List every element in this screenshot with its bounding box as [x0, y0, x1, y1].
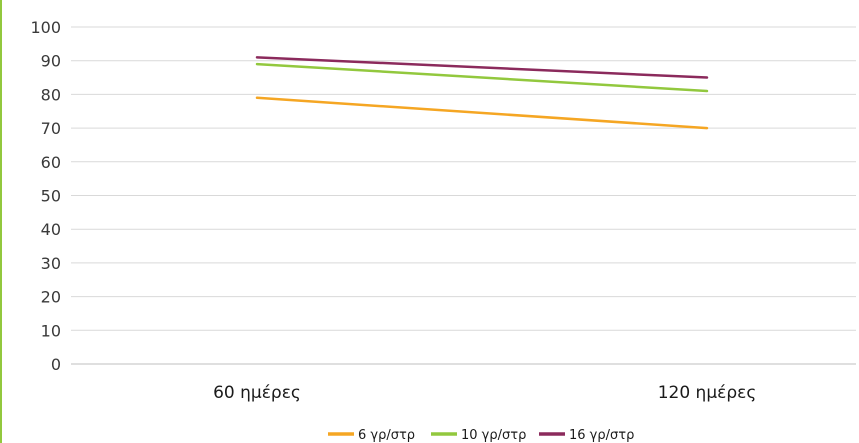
- series-line: [255, 62, 709, 93]
- y-tick-label: 50: [41, 187, 61, 206]
- x-axis-ticks: 60 ημέρες 120 ημέρες: [213, 383, 756, 403]
- series-lines: [255, 56, 709, 130]
- gridlines: [71, 26, 856, 365]
- series-line: [255, 56, 709, 79]
- series-line: [255, 96, 709, 130]
- legend: 6 γρ/στρ 10 γρ/στρ 16 γρ/στρ: [328, 428, 634, 443]
- x-tick-label: 60 ημέρες: [213, 383, 301, 403]
- legend-label: 10 γρ/στρ: [461, 428, 526, 443]
- legend-label: 6 γρ/στρ: [358, 428, 415, 443]
- y-tick-label: 20: [41, 288, 61, 307]
- y-tick-label: 90: [41, 52, 61, 71]
- left-accent-border: [0, 0, 2, 443]
- y-tick-label: 0: [51, 355, 61, 374]
- y-tick-label: 10: [41, 321, 61, 340]
- y-tick-label: 70: [41, 119, 61, 138]
- y-tick-label: 80: [41, 85, 61, 104]
- y-tick-label: 60: [41, 153, 61, 172]
- x-tick-label: 120 ημέρες: [658, 383, 757, 403]
- y-tick-label: 40: [41, 220, 61, 239]
- legend-label: 16 γρ/στρ: [569, 428, 634, 443]
- y-tick-label: 100: [30, 18, 61, 37]
- y-tick-label: 30: [41, 254, 61, 273]
- y-axis-ticks: 0 10 20 30 40 50 60 70 80 90 100: [30, 18, 61, 374]
